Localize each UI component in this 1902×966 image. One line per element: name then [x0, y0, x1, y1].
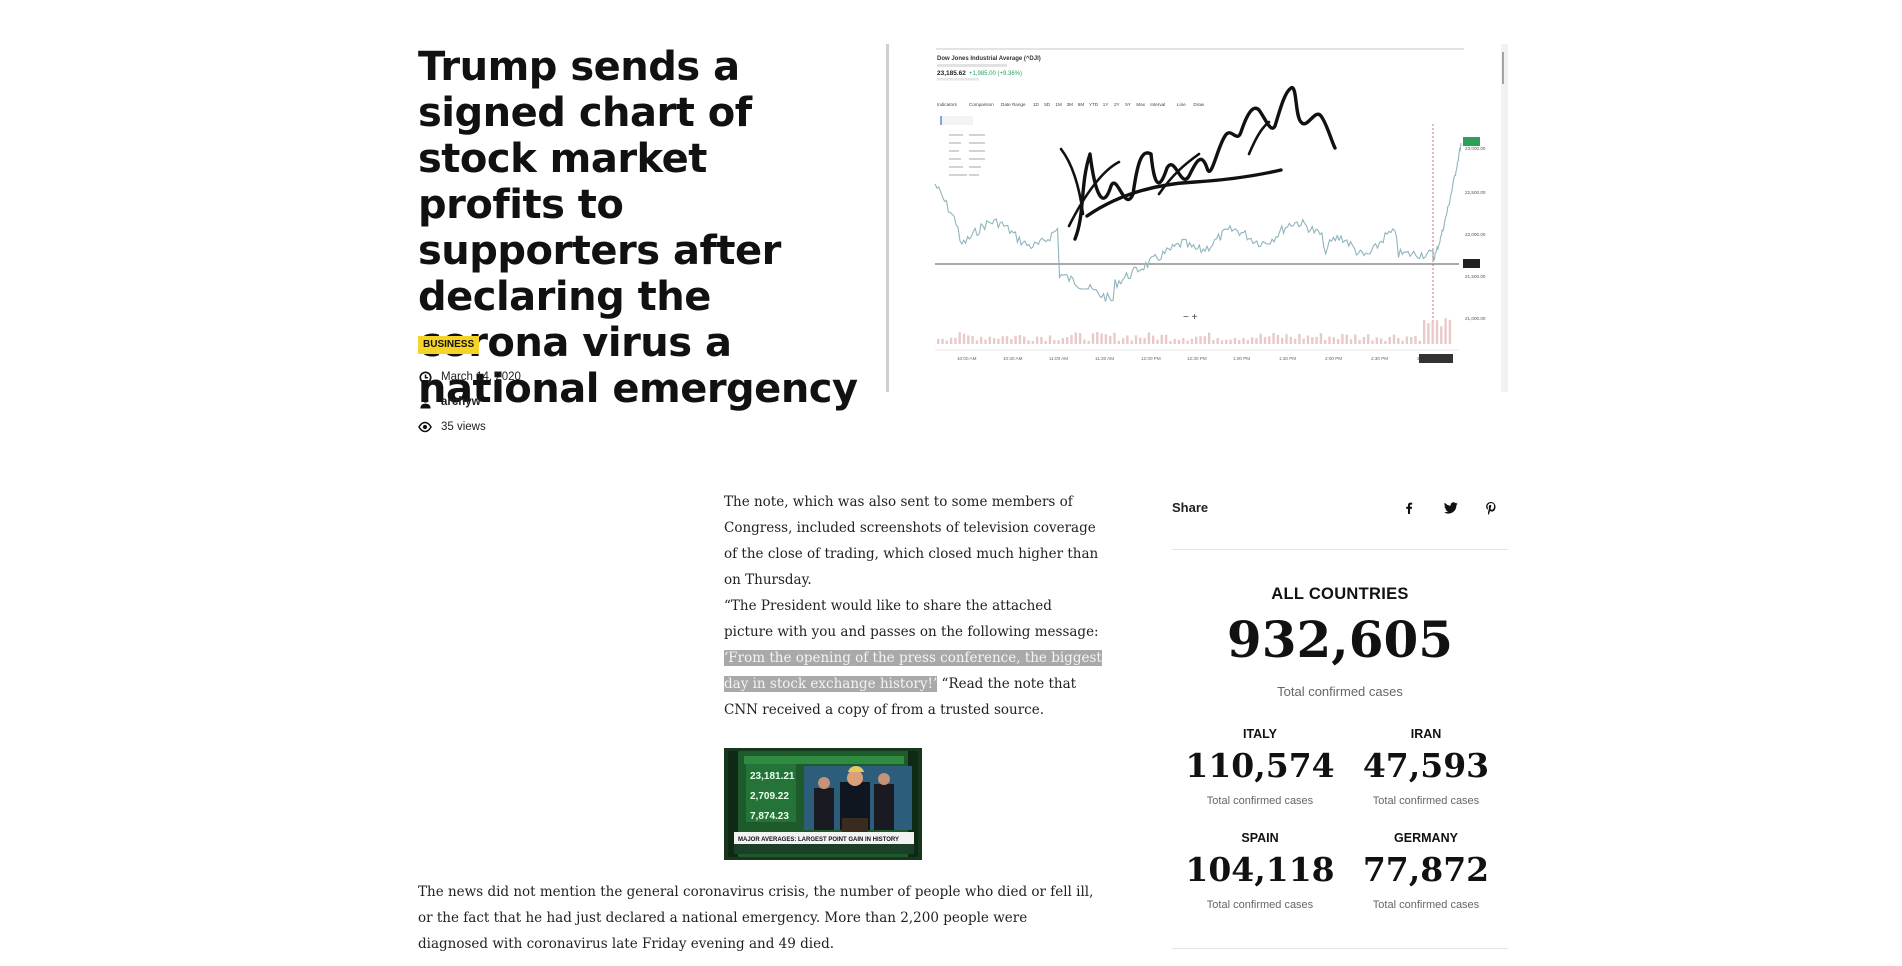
hero-toolbar-item: YTD [1089, 102, 1099, 107]
all-countries-value: 932,605 [1226, 610, 1454, 669]
user-icon [418, 395, 432, 409]
country-sub-spain: Total confirmed cases [1206, 899, 1314, 911]
hero-toolbar-item: Comparison [969, 102, 994, 107]
hero-toolbar-item: 6M [1078, 102, 1085, 107]
article-date: March 14, 2020 [441, 371, 521, 383]
eye-icon [418, 420, 432, 434]
country-sub-germany: Total confirmed cases [1372, 899, 1480, 911]
hero-price-label: 22,000.00 [1465, 232, 1486, 237]
hero-price-label: 21,000.00 [1465, 316, 1486, 321]
tv-ticker-2: 2,709.22 [750, 791, 789, 802]
hero-price-label: 21,500.00 [1465, 274, 1486, 279]
hero-time-label: 1:00 PM [1233, 356, 1250, 361]
country-value-italy: 110,574 [1185, 746, 1335, 785]
country-label-germany: GERMANY [1394, 831, 1458, 845]
share-label: Share [1172, 500, 1209, 515]
all-countries-label: ALL COUNTRIES [1271, 585, 1409, 603]
category-badge[interactable]: BUSINESS [418, 336, 480, 354]
article-views: 35 views [441, 421, 486, 433]
country-sub-iran: Total confirmed cases [1372, 795, 1480, 807]
tv-screenshot-image[interactable]: 23,181.21 2,709.22 7,874.23 MAJOR AVERAG… [724, 748, 922, 860]
hero-time-label: 2:30 PM [1371, 356, 1388, 361]
quote-outro: “Read the note that CNN received a copy … [724, 676, 1077, 718]
hero-price-label: 23,000.00 [1465, 146, 1486, 151]
facebook-icon[interactable] [1401, 500, 1417, 516]
quote-intro: “The President would like to share the a… [724, 598, 1099, 640]
country-sub-italy: Total confirmed cases [1206, 795, 1314, 807]
hero-toolbar-item: Draw [1193, 102, 1204, 107]
hero-toolbar-item: 3M [1067, 102, 1074, 107]
body-paragraph-1: The note, which was also sent to some me… [724, 494, 1099, 588]
hero-time-label: 1:30 PM [1279, 356, 1296, 361]
hero-toolbar-item: Date Range [1001, 102, 1026, 107]
hero-toolbar-item: 1Y [1103, 102, 1109, 107]
hero-time-label: 11:30 AM [1095, 356, 1114, 361]
hero-chart-toolbar: Indicators Comparison Date Range 1D 5D 1M 3M 6M… [937, 102, 1205, 107]
hero-price-label: 22,500.00 [1465, 190, 1486, 195]
country-label-italy: ITALY [1242, 727, 1278, 741]
signature-graphic [1073, 86, 1337, 241]
body-paragraph-2: “The President would like to share the a… [724, 593, 1104, 723]
body-paragraph-3: The news did not mention the general cor… [418, 884, 1094, 952]
country-label-spain: SPAIN [1241, 831, 1279, 845]
hero-toolbar-item: 5D [1044, 102, 1051, 107]
tv-ticker-1: 23,181.21 [750, 771, 795, 782]
twitter-icon[interactable] [1443, 500, 1459, 516]
hero-toolbar-item: 1D [1033, 102, 1040, 107]
country-value-germany: 77,872 [1362, 850, 1490, 889]
hero-time-label: 2:00 PM [1325, 356, 1342, 361]
hero-chart-price: 23,185.62 [937, 70, 966, 77]
article-views-row: 35 views [418, 420, 486, 434]
article-author-row[interactable]: archyw [418, 395, 481, 409]
hero-toolbar-item: 5Y [1125, 102, 1131, 107]
sidebar-divider-top [1172, 549, 1508, 550]
clock-icon [418, 370, 432, 384]
hero-toolbar-item: Max [1136, 102, 1145, 107]
country-label-iran: IRAN [1410, 727, 1442, 741]
sidebar-divider-bottom [1172, 948, 1508, 949]
article-date-row: March 14, 2020 [418, 370, 521, 384]
article-title: Trump sends a signed chart of stock mark… [418, 44, 858, 412]
hero-chart-change: +1,985.00 (+9.36%) [969, 71, 1022, 77]
hero-toolbar-item: Indicators [937, 102, 958, 107]
hero-toolbar-item: Line [1177, 102, 1186, 107]
hero-time-label: 10:00 AM [957, 356, 977, 361]
hero-time-label: 10:30 AM [1003, 356, 1023, 361]
tv-banner-text: MAJOR AVERAGES: LARGEST POINT GAIN IN HI… [738, 837, 899, 843]
hero-time-label: 11:00 AM [1049, 356, 1068, 361]
hero-time-label: 12:30 PM [1187, 356, 1207, 361]
hero-chart-title: Dow Jones Industrial Average (^DJI) [937, 56, 1041, 62]
hero-chart-image: Dow Jones Industrial Average (^DJI) 23,1… [886, 44, 1508, 392]
country-value-iran: 47,593 [1362, 746, 1490, 785]
tv-ticker-3: 7,874.23 [750, 811, 789, 822]
article-author[interactable]: archyw [441, 396, 481, 408]
hero-toolbar-item: 1M [1055, 102, 1062, 107]
country-value-spain: 104,118 [1185, 850, 1335, 889]
svg-text:− +: − + [1183, 312, 1198, 323]
hero-toolbar-item: Interval [1150, 102, 1165, 107]
pinterest-icon[interactable] [1483, 500, 1499, 516]
all-countries-sub: Total confirmed cases [1277, 684, 1403, 699]
hero-toolbar-item: 2Y [1114, 102, 1120, 107]
hero-time-label: 12:00 PM [1141, 356, 1161, 361]
